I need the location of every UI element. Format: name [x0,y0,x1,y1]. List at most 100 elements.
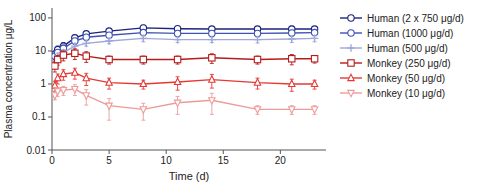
data-point [289,80,295,86]
data-point [140,80,146,86]
y-tick [48,17,52,18]
legend-marker [347,44,355,52]
data-point [72,86,78,92]
data-point [106,79,112,85]
series-line [55,89,315,109]
data-point [174,100,180,106]
legend-marker [348,15,354,21]
data-point [289,56,295,62]
legend-label: Human (1000 μg/d) [367,28,453,39]
data-point [140,107,146,113]
x-tick [52,150,53,154]
x-tick-label: 10 [161,155,173,166]
legend-marker [348,60,354,66]
data-point [60,88,66,94]
data-point [311,35,319,43]
y-axis-line [52,8,53,150]
series [52,85,318,120]
y-tick [48,116,52,117]
data-point [60,70,66,76]
data-point [311,56,317,62]
y-tick [48,50,52,51]
data-point [311,80,317,86]
data-point [209,30,215,36]
data-point [83,93,89,99]
legend-item: Human (1000 μg/d) [340,28,453,39]
axes: 0.01 0.1 1 10 100 0 5 10 15 20 [27,8,326,166]
data-point [140,35,148,43]
chart-container: 0.01 0.1 1 10 100 0 5 10 15 20 Time (d) Plasma conc… [0,0,500,189]
y-tick [48,150,52,151]
data-point [60,52,66,58]
legend-marker [348,74,354,80]
legend-item: Human (500 μg/d) [340,43,448,54]
series-line [55,33,315,56]
data-point [289,107,295,113]
data-point [254,79,260,85]
y-tick [48,83,52,84]
series-line [55,73,315,86]
legend-marker [348,30,354,36]
x-tick-label: 5 [106,155,112,166]
data-point [254,56,260,62]
data-point [52,63,58,69]
data-point [174,36,182,44]
y-tick-label: 0.01 [27,145,47,156]
x-tick [280,150,281,154]
data-point [174,56,180,62]
legend-label: Monkey (250 μg/d) [367,58,451,69]
series [52,29,318,59]
legend-label: Monkey (50 μg/d) [367,73,445,84]
x-tick-label: 20 [275,155,287,166]
y-tick-label: 0.1 [32,111,46,122]
data-point [83,53,89,59]
series [52,49,318,72]
legend-item: Monkey (50 μg/d) [340,73,445,84]
data-point [83,74,89,80]
y-tick-label: 10 [35,45,47,56]
data-point [254,107,260,113]
background [0,0,500,189]
x-tick [109,150,110,154]
data-point [254,30,260,36]
legend: Human (2 x 750 μg/d) Human (1000 μg/d) Hum… [340,13,464,99]
legend-item: Monkey (10 μg/d) [340,88,445,99]
legend-label: Monkey (10 μg/d) [367,88,445,99]
legend-item: Monkey (250 μg/d) [340,58,451,69]
data-point [174,78,180,84]
data-point [254,36,262,44]
data-point [82,40,90,48]
x-tick-label: 15 [218,155,230,166]
data-point [209,98,215,104]
data-point [55,89,61,95]
data-point [209,55,215,61]
data-point [55,74,61,80]
x-tick [223,150,224,154]
data-point [140,56,146,62]
legend-item: Human (2 x 750 μg/d) [340,13,464,24]
x-tick-label: 0 [49,155,55,166]
x-tick [166,150,167,154]
data-point [209,76,215,82]
series-line [55,53,315,66]
y-tick-label: 1 [40,78,46,89]
legend-label: Human (500 μg/d) [367,43,448,54]
data-point [105,37,113,45]
x-axis-line [52,150,326,151]
series [52,25,318,59]
legend-label: Human (2 x 750 μg/d) [367,13,464,24]
data-point [106,56,112,62]
data-point [83,34,89,40]
x-axis-label: Time (d) [169,170,210,182]
y-axis-label: Plasma concentration μg/L [3,19,14,138]
data-point [208,36,216,44]
chart-svg: 0.01 0.1 1 10 100 0 5 10 15 20 Time (d) Plasma conc… [0,0,500,189]
data-point [288,35,296,43]
series-line [55,28,315,54]
plot-area [52,25,318,121]
series [52,68,318,91]
legend-marker [348,90,354,96]
data-point [72,69,78,75]
data-point [106,103,112,109]
y-tick-label: 100 [29,12,46,23]
